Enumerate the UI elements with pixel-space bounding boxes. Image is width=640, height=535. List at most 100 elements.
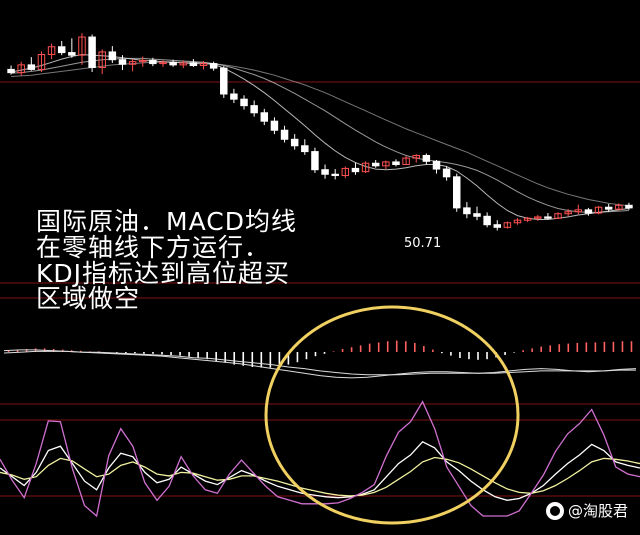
candle-47 bbox=[483, 212, 491, 228]
candle-body-0 bbox=[7, 68, 15, 74]
candle-32 bbox=[331, 169, 339, 180]
candle-18 bbox=[189, 59, 198, 67]
candle-body-19 bbox=[199, 63, 208, 67]
candle-body-3 bbox=[37, 54, 46, 70]
macd-panel bbox=[3, 340, 637, 379]
annotation-line-2: 在零轴线下方运行． bbox=[36, 233, 271, 262]
candle-body-26 bbox=[270, 120, 279, 131]
candle-body-13 bbox=[139, 59, 147, 63]
candle-40 bbox=[412, 154, 420, 163]
candle-body-17 bbox=[179, 62, 187, 66]
candle-body-18 bbox=[189, 62, 198, 67]
paw-icon bbox=[545, 501, 564, 520]
candle-body-29 bbox=[301, 145, 309, 153]
candle-53 bbox=[544, 213, 552, 220]
candle-body-12 bbox=[128, 61, 137, 65]
ma-line-2 bbox=[11, 61, 629, 207]
candle-body-10 bbox=[108, 51, 117, 61]
candle-body-49 bbox=[503, 222, 512, 228]
candle-body-23 bbox=[240, 98, 248, 107]
candle-body-53 bbox=[544, 216, 552, 219]
candle-body-51 bbox=[523, 217, 532, 221]
candle-0 bbox=[7, 65, 15, 75]
candle-body-58 bbox=[594, 206, 603, 214]
candle-body-36 bbox=[371, 162, 380, 167]
candle-body-55 bbox=[564, 211, 572, 215]
kdj-line-0 bbox=[0, 440, 640, 501]
candle-11 bbox=[118, 55, 127, 71]
candle-39 bbox=[402, 156, 410, 166]
candle-26 bbox=[270, 117, 279, 135]
candle-16 bbox=[169, 59, 177, 67]
candle-body-57 bbox=[584, 209, 593, 214]
candle-59 bbox=[604, 204, 613, 212]
candle-body-22 bbox=[230, 93, 238, 100]
candle-body-46 bbox=[473, 213, 481, 217]
kdj-line-2 bbox=[0, 400, 640, 518]
candle-body-33 bbox=[341, 167, 350, 177]
candle-body-47 bbox=[483, 215, 491, 226]
candle-body-4 bbox=[47, 46, 56, 56]
candle-2 bbox=[27, 57, 36, 71]
candle-41 bbox=[422, 153, 431, 165]
candle-body-30 bbox=[311, 151, 319, 171]
candle-body-9 bbox=[98, 51, 106, 68]
kdj-panel bbox=[0, 400, 640, 518]
price-label: 50.71 bbox=[404, 236, 442, 251]
candle-5 bbox=[57, 40, 66, 56]
kdj-line-1 bbox=[0, 456, 640, 497]
candlesticks bbox=[7, 33, 633, 231]
ma-line-0 bbox=[11, 53, 629, 220]
candle-body-5 bbox=[57, 46, 66, 54]
candle-10 bbox=[108, 46, 117, 63]
candle-body-42 bbox=[432, 160, 441, 170]
candle-52 bbox=[534, 215, 542, 221]
candle-14 bbox=[149, 57, 157, 67]
candle-body-59 bbox=[604, 206, 613, 210]
candle-42 bbox=[432, 160, 441, 174]
candle-6 bbox=[68, 38, 76, 58]
candle-body-24 bbox=[250, 105, 258, 114]
candle-34 bbox=[351, 162, 360, 175]
candle-body-37 bbox=[382, 161, 390, 167]
candle-49 bbox=[503, 221, 512, 229]
candle-51 bbox=[523, 216, 532, 223]
candle-body-44 bbox=[453, 176, 461, 209]
moving-average-lines bbox=[11, 53, 629, 220]
macd-dea-line bbox=[3, 350, 636, 376]
candle-50 bbox=[513, 218, 522, 225]
candle-19 bbox=[199, 61, 208, 70]
candle-30 bbox=[311, 147, 319, 173]
candle-56 bbox=[574, 204, 583, 215]
candle-body-14 bbox=[149, 59, 157, 65]
candle-25 bbox=[260, 108, 269, 126]
candle-35 bbox=[361, 161, 370, 173]
candle-55 bbox=[564, 209, 572, 217]
candle-44 bbox=[453, 173, 461, 212]
candle-46 bbox=[473, 206, 481, 221]
candle-9 bbox=[98, 49, 106, 74]
candle-body-43 bbox=[442, 168, 451, 178]
candle-58 bbox=[594, 205, 603, 215]
candle-43 bbox=[442, 166, 451, 181]
candle-body-8 bbox=[88, 36, 96, 68]
highlight-circle bbox=[264, 305, 520, 525]
candle-body-39 bbox=[402, 157, 410, 166]
candle-body-48 bbox=[493, 224, 501, 228]
candle-body-50 bbox=[513, 219, 522, 224]
candle-body-25 bbox=[260, 112, 269, 122]
candle-body-32 bbox=[331, 173, 339, 177]
candle-7 bbox=[78, 33, 86, 65]
candle-36 bbox=[371, 160, 380, 168]
candle-54 bbox=[554, 212, 562, 219]
candle-body-54 bbox=[554, 213, 562, 219]
candle-28 bbox=[290, 134, 299, 150]
candle-60 bbox=[615, 203, 623, 211]
candle-24 bbox=[250, 100, 258, 117]
macd-dif-line bbox=[3, 349, 637, 379]
candle-8 bbox=[88, 34, 96, 72]
candle-body-28 bbox=[290, 138, 299, 147]
candle-1 bbox=[17, 61, 25, 76]
candle-37 bbox=[382, 160, 390, 170]
candle-22 bbox=[230, 88, 238, 104]
